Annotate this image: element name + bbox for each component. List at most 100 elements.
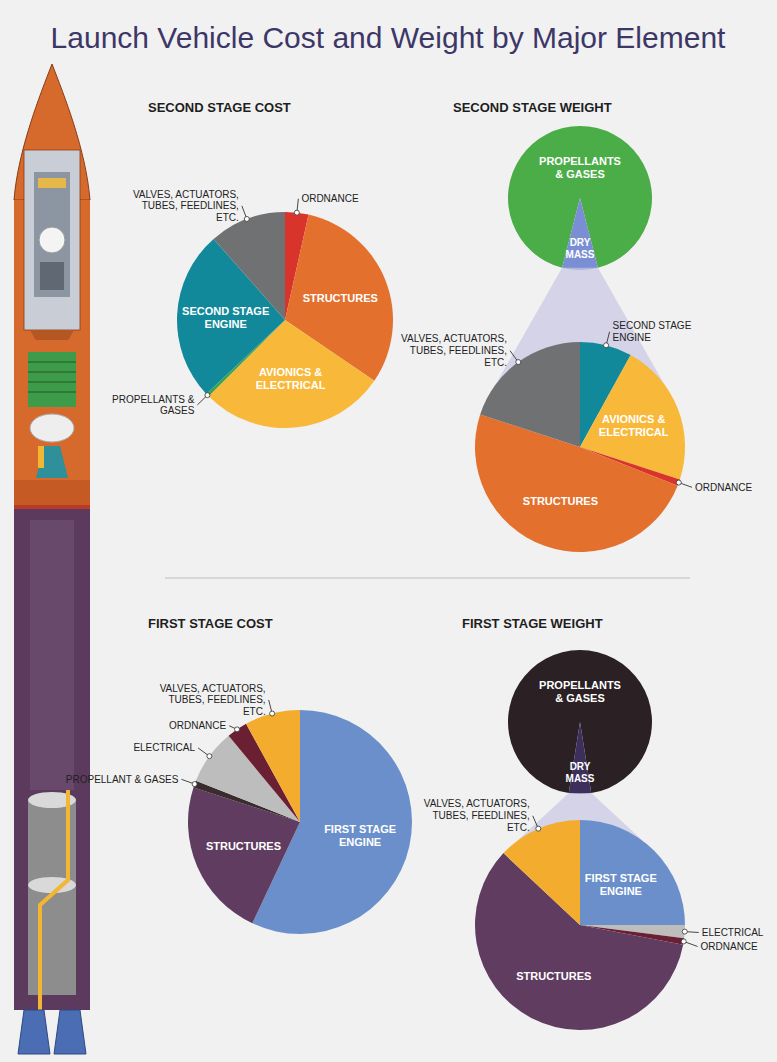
label-line: ETC. bbox=[507, 822, 530, 833]
pie-slices bbox=[177, 212, 393, 428]
slice-label: PROPELLANTS& GASES bbox=[539, 679, 621, 704]
slice-labels: ORDNANCESTRUCTURESAVIONICS &ELECTRICALPR… bbox=[112, 189, 378, 417]
pie-slices bbox=[475, 342, 685, 552]
label-line: ETC. bbox=[216, 212, 239, 223]
label-line: FIRST STAGE bbox=[585, 872, 657, 884]
label-line: STRUCTURES bbox=[523, 495, 598, 507]
pie-slices bbox=[188, 710, 412, 934]
pie-slice bbox=[480, 342, 580, 447]
section-divider bbox=[165, 578, 690, 579]
leader-dot bbox=[294, 210, 299, 215]
rocket bbox=[14, 64, 90, 1054]
label-line: ENGINE bbox=[613, 332, 652, 343]
satellite-body bbox=[34, 172, 70, 297]
pie-chart: SECOND STAGE WEIGHT PROPELLANTS& GASES DRY… bbox=[401, 100, 752, 552]
pie-slice bbox=[580, 820, 685, 925]
label-line: STRUCTURES bbox=[516, 970, 591, 982]
label-line: TUBES, FEEDLINES, bbox=[432, 810, 529, 821]
feedline bbox=[40, 790, 68, 1010]
pie-slices bbox=[508, 650, 652, 794]
first-stage-body bbox=[14, 509, 90, 1010]
label-line: DRY bbox=[570, 761, 591, 772]
label-line: TUBES, FEEDLINES, bbox=[142, 200, 239, 211]
chart-title: SECOND STAGE WEIGHT bbox=[453, 100, 612, 115]
leader-dot bbox=[682, 929, 687, 934]
label-line: PROPELLANTS bbox=[539, 155, 621, 167]
slice-label: PROPELLANT & GASES bbox=[66, 774, 179, 785]
leaders bbox=[510, 332, 692, 488]
slice-label: VALVES, ACTUATORS,TUBES, FEEDLINES,ETC. bbox=[401, 333, 507, 368]
slice-label: ORDNANCE bbox=[695, 482, 753, 493]
pie-chart: FIRST STAGE COST FIRST STAGEENGINE STRUCTU… bbox=[66, 616, 412, 934]
slice-label: FIRST STAGEENGINE bbox=[324, 823, 396, 848]
label-line: PROPELLANTS bbox=[539, 679, 621, 691]
pie-slice bbox=[508, 650, 652, 793]
label-line: ENGINE bbox=[205, 318, 247, 330]
chart-title: FIRST STAGE COST bbox=[148, 616, 273, 631]
pie-slices bbox=[475, 820, 685, 1030]
label-line: VALVES, ACTUATORS, bbox=[401, 333, 507, 344]
second-stage-body bbox=[14, 340, 90, 480]
slice-label: STRUCTURES bbox=[516, 970, 591, 982]
label-line: VALVES, ACTUATORS, bbox=[133, 189, 239, 200]
tank-stripe bbox=[28, 391, 76, 393]
leader-dot bbox=[235, 727, 240, 732]
label-line: MASS bbox=[566, 773, 595, 784]
pie-slice bbox=[508, 126, 652, 268]
tank-stripe bbox=[28, 371, 76, 373]
slice-label: ELECTRICAL bbox=[133, 742, 195, 753]
slice-label: DRYMASS bbox=[566, 237, 595, 260]
slice-label: ORDNANCE bbox=[701, 941, 759, 952]
label-line: TUBES, FEEDLINES, bbox=[410, 345, 507, 356]
slice-label: PROPELLANTS& GASES bbox=[539, 155, 621, 180]
slice-label: SECOND STAGEENGINE bbox=[182, 305, 269, 330]
slice-label: SECOND STAGEENGINE bbox=[613, 320, 692, 343]
slice-label: VALVES, ACTUATORS,TUBES, FEEDLINES,ETC. bbox=[424, 798, 530, 833]
leader-dot bbox=[244, 216, 249, 221]
payload-bay bbox=[24, 150, 80, 330]
pie-slice bbox=[562, 198, 598, 270]
leaders bbox=[181, 700, 274, 787]
label-line: FIRST STAGE bbox=[324, 823, 396, 835]
chart-title: FIRST STAGE WEIGHT bbox=[462, 616, 603, 631]
pie-chart: FIRST STAGE WEIGHT PROPELLANTS& GASES DRYM… bbox=[424, 616, 764, 1030]
engine-pipe bbox=[38, 446, 44, 468]
tank-stripe bbox=[28, 381, 76, 383]
label-line: STRUCTURES bbox=[206, 840, 281, 852]
page: Launch Vehicle Cost and Weight by Major … bbox=[0, 0, 777, 1062]
label-line: ENGINE bbox=[600, 885, 642, 897]
pie-chart: SECOND STAGE COSTORDNANCESTRUCTURESAVION… bbox=[112, 100, 393, 428]
slice-label: PROPELLANTS &GASES bbox=[112, 394, 195, 417]
slice-labels: FIRST STAGEENGINE STRUCTURES PROPELLANT & … bbox=[66, 683, 396, 853]
satellite-panel bbox=[38, 178, 66, 188]
leader-dot bbox=[676, 480, 681, 485]
pie-slices bbox=[508, 126, 652, 270]
leader-dot bbox=[270, 711, 275, 716]
label-line: SECOND STAGE bbox=[182, 305, 269, 317]
label-line: ORDNANCE bbox=[301, 193, 359, 204]
slice-label: AVIONICS &ELECTRICAL bbox=[256, 366, 326, 391]
label-line: ORDNANCE bbox=[169, 720, 227, 731]
tank-stripe bbox=[28, 361, 76, 363]
label-line: ETC. bbox=[484, 357, 507, 368]
slice-label: ELECTRICAL bbox=[702, 927, 764, 938]
label-line: PROPELLANTS & bbox=[112, 394, 195, 405]
label-line: ELECTRICAL bbox=[599, 426, 669, 438]
leader-dot bbox=[205, 393, 210, 398]
slice-labels: PROPELLANTS& GASES DRYMASS bbox=[539, 155, 621, 260]
slice-label: STRUCTURES bbox=[206, 840, 281, 852]
slice-label: AVIONICS &ELECTRICAL bbox=[599, 413, 669, 438]
label-line: & GASES bbox=[555, 692, 605, 704]
slice-label: DRYMASS bbox=[566, 761, 595, 784]
label-line: ELECTRICAL bbox=[256, 379, 326, 391]
slice-label: ORDNANCE bbox=[169, 720, 227, 731]
label-line: ORDNANCE bbox=[701, 941, 759, 952]
leaders bbox=[533, 816, 699, 947]
label-line: MASS bbox=[566, 249, 595, 260]
first-stage-panel bbox=[30, 520, 74, 790]
label-line: VALVES, ACTUATORS, bbox=[424, 798, 530, 809]
first-stage-engine-bell bbox=[54, 1010, 86, 1054]
slice-label: ORDNANCE bbox=[301, 193, 359, 204]
label-line: ETC. bbox=[243, 706, 266, 717]
second-stage-engine bbox=[36, 446, 68, 478]
